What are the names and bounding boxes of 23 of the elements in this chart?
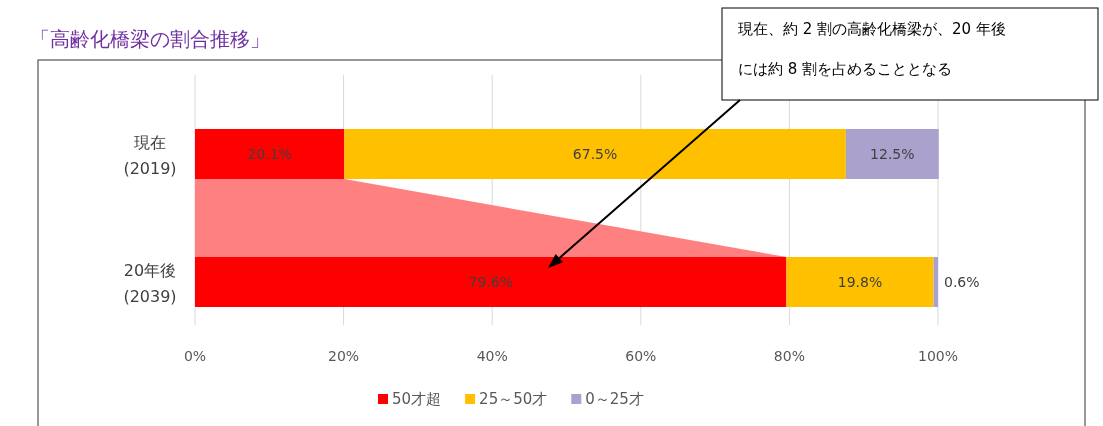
legend-label: 0～25才 [585, 390, 644, 408]
chart-title: 「高齢化橋梁の割合推移」 [30, 27, 270, 51]
bar [933, 257, 938, 307]
text: 79.6% [468, 274, 513, 290]
text: 20.1% [247, 146, 292, 162]
x-tick-label: 100% [917, 348, 959, 364]
bar [845, 129, 939, 179]
x-tick-label: 0% [183, 348, 207, 364]
text: 67.5% [572, 146, 618, 162]
legend-label: 25～50才 [479, 390, 548, 408]
text: 現在、約 2 割の高齢化橋梁が、20 年後には約 8 割を占めることとなる [738, 20, 1006, 78]
y-tick-label: 20年後 (2039) [123, 261, 177, 306]
x-tick-label: 40% [476, 348, 508, 364]
text: 19.8% [837, 274, 883, 290]
legend-label: 50才超 [392, 390, 442, 408]
y-tick-label: 現在 (2019) [123, 133, 177, 178]
x-tick-label: 80% [773, 348, 805, 364]
bar [786, 257, 934, 307]
x-tick-label: 20% [328, 348, 360, 364]
text: 12.5% [870, 146, 915, 162]
x-tick-label: 60% [625, 348, 657, 364]
text: 0.6% [944, 274, 980, 290]
bar [195, 129, 345, 179]
